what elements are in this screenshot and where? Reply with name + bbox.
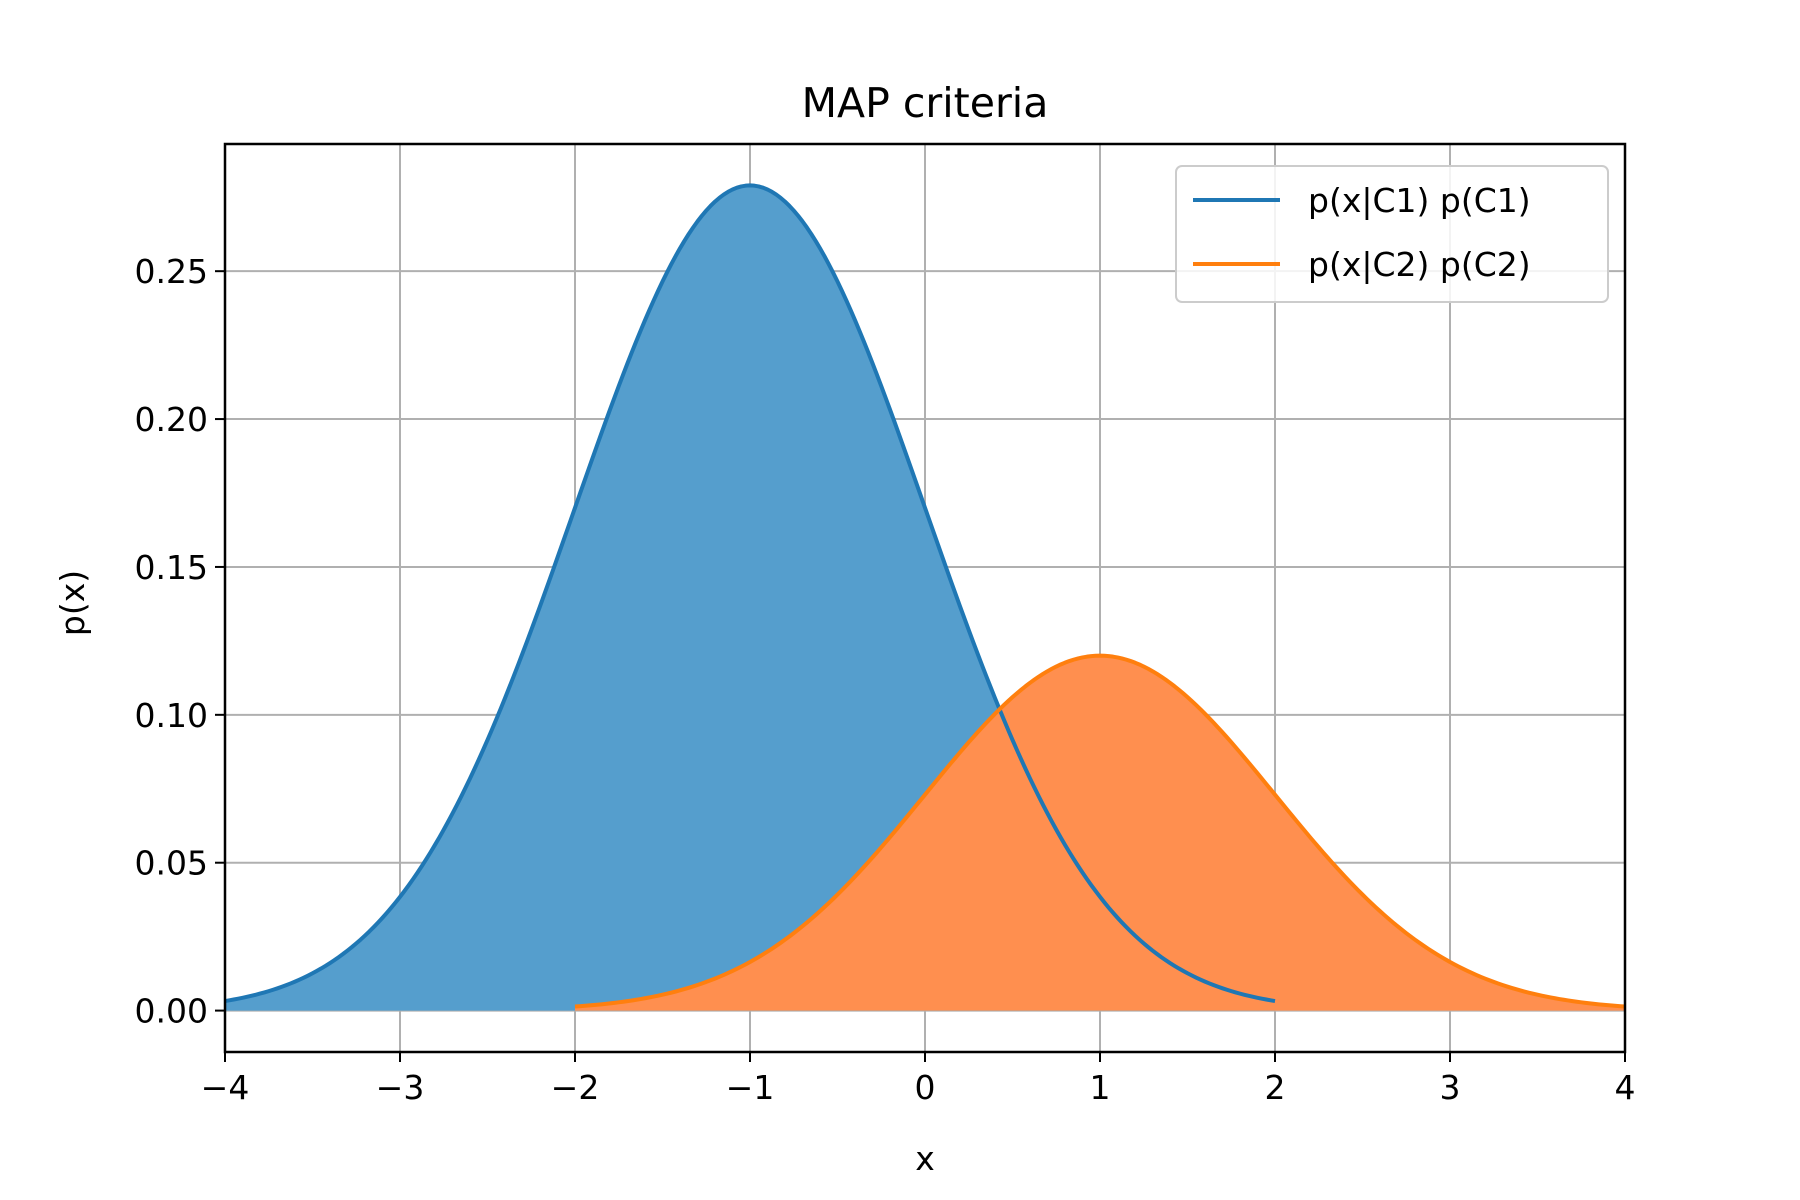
y-tick-label: 0.05 [135, 844, 208, 883]
legend: p(x|C1) p(C1) p(x|C2) p(C2) [1175, 165, 1609, 303]
y-tick-label: 0.15 [135, 548, 208, 587]
legend-label-2: p(x|C2) p(C2) [1308, 245, 1531, 284]
y-tick-label: 0.00 [135, 992, 208, 1031]
legend-label-1: p(x|C1) p(C1) [1308, 181, 1531, 220]
ticks: −4 −3 −2 −1 0 1 2 3 4 0.00 0.05 0.10 0.15 0.20 0.25 [135, 252, 1636, 1107]
y-axis-label: p(x) [53, 570, 92, 636]
y-tick-label: 0.25 [135, 252, 208, 291]
x-axis-label: x [915, 1139, 935, 1178]
series-1-line [224, 183, 1276, 1004]
x-tick-label: 2 [1265, 1068, 1286, 1107]
x-tick-label: 3 [1440, 1068, 1461, 1107]
series-2-area [575, 655, 1625, 1011]
y-tick-label: 0.10 [135, 696, 208, 735]
plot-area [224, 183, 1626, 1011]
x-tick-label: −3 [376, 1068, 425, 1107]
y-tick-label: 0.20 [135, 400, 208, 439]
x-tick-label: −2 [551, 1068, 600, 1107]
x-tick-label: −4 [201, 1068, 250, 1107]
series-2-line [574, 653, 1626, 1009]
x-tick-label: −1 [726, 1068, 775, 1107]
legend-box [1175, 165, 1609, 303]
x-tick-label: 1 [1090, 1068, 1111, 1107]
x-tick-label: 0 [915, 1068, 936, 1107]
chart-title: MAP criteria [802, 79, 1049, 127]
x-tick-label: 4 [1615, 1068, 1636, 1107]
